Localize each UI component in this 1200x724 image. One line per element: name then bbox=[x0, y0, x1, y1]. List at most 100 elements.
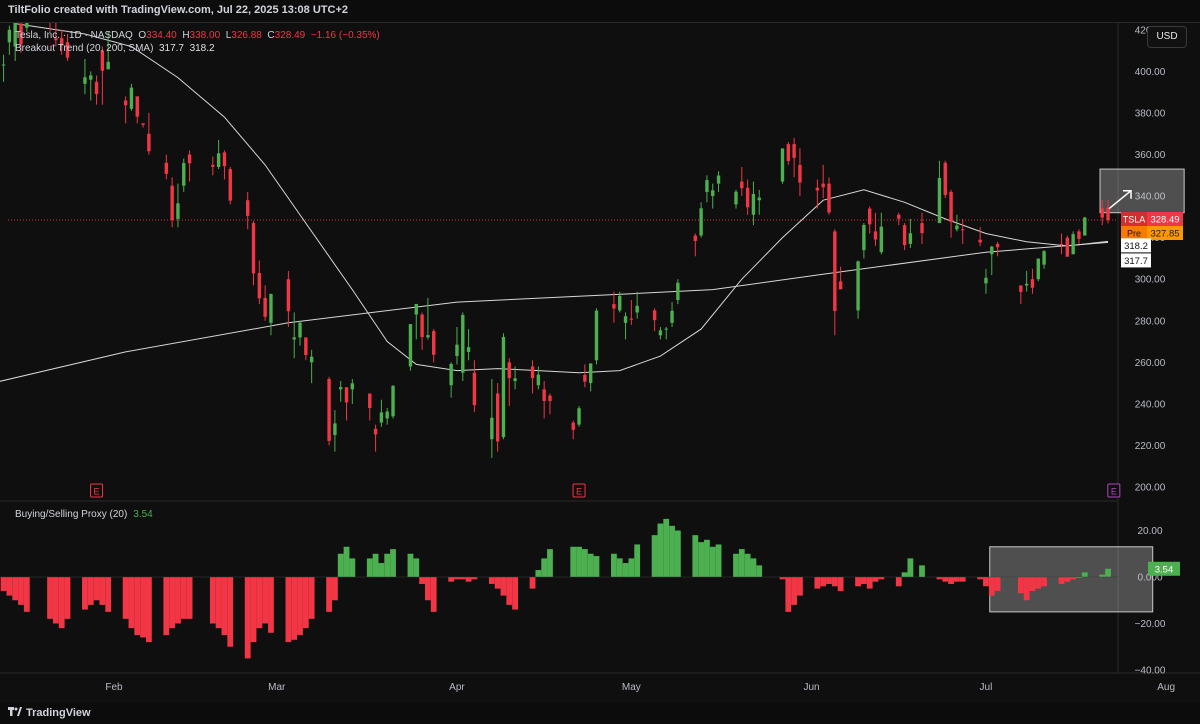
oscillator-bar bbox=[343, 546, 350, 577]
oscillator-bar bbox=[425, 577, 431, 601]
candle-body bbox=[734, 191, 738, 205]
candle-body bbox=[461, 314, 465, 373]
candle-body bbox=[618, 295, 622, 311]
chart-frame[interactable]: 200.00220.00240.00260.00280.00300.00320.… bbox=[0, 22, 1200, 703]
oscillator-bar bbox=[535, 570, 542, 577]
oscillator-bar bbox=[227, 577, 234, 647]
candle-body bbox=[507, 362, 511, 379]
candle-body bbox=[542, 389, 546, 401]
price-axis-tick-label: 380.00 bbox=[1135, 108, 1166, 119]
candle-body bbox=[623, 316, 628, 323]
oscillator-bar bbox=[983, 577, 989, 587]
oscillator-bar bbox=[500, 577, 507, 596]
candle-body bbox=[426, 335, 430, 338]
oscillator-bar bbox=[936, 577, 943, 580]
candle-body bbox=[164, 162, 169, 174]
oscillator-bar bbox=[18, 577, 24, 605]
oscillator-bar bbox=[186, 577, 193, 619]
oscillator-bar bbox=[169, 577, 176, 629]
candle-body bbox=[1036, 258, 1040, 280]
candle-body bbox=[420, 314, 424, 338]
oscillator-bar bbox=[488, 577, 495, 584]
earnings-marker-icon bbox=[572, 483, 586, 498]
oscillator-bar bbox=[268, 577, 274, 633]
candle-body bbox=[984, 277, 988, 284]
earnings-marker-icon bbox=[90, 483, 104, 498]
oscillator-bar bbox=[878, 577, 885, 580]
oscillator-value-badge-bg bbox=[1148, 561, 1180, 576]
oscillator-bar bbox=[663, 518, 670, 577]
candle-body bbox=[1071, 234, 1075, 255]
candle-body bbox=[780, 148, 785, 182]
oscillator-bar bbox=[1058, 577, 1065, 584]
oscillator-bar bbox=[256, 577, 263, 629]
candle-body bbox=[955, 225, 959, 230]
oscillator-bar bbox=[134, 577, 141, 636]
candle-body bbox=[1059, 243, 1064, 245]
legend-high: 338.00 bbox=[189, 30, 221, 41]
candle-body bbox=[333, 423, 337, 436]
price-axis-tick-label: 240.00 bbox=[1135, 399, 1166, 410]
oscillator-bar bbox=[1023, 577, 1030, 601]
candle-body bbox=[751, 194, 756, 215]
premarket-price-badge: Pre 327.85 bbox=[1121, 225, 1183, 240]
chart-legend: Tesla, Inc. · 1D · NASDAQ O334.40 H338.0… bbox=[15, 29, 380, 55]
oscillator-bar bbox=[1017, 577, 1024, 594]
candle-body bbox=[414, 303, 418, 315]
legend-indicator-value-2: 318.2 bbox=[189, 43, 215, 54]
tradingview-logo[interactable]: TradingView bbox=[8, 707, 91, 719]
candle-body bbox=[379, 412, 384, 423]
currency-button[interactable]: USD bbox=[1147, 26, 1187, 48]
candle-body bbox=[1065, 237, 1070, 257]
oscillator-bar bbox=[465, 577, 472, 582]
earnings-marker-label: E bbox=[1111, 487, 1117, 497]
candle-body bbox=[373, 428, 378, 435]
candle-body bbox=[472, 372, 477, 406]
tradingview-logo-icon bbox=[8, 707, 22, 716]
candle-body bbox=[1083, 217, 1087, 236]
candle-body bbox=[501, 336, 506, 438]
sma200-badge-value: 317.7 bbox=[1124, 256, 1148, 267]
oscillator-bar bbox=[715, 544, 722, 577]
candle-body bbox=[699, 208, 703, 236]
oscillator-axis-tick-label: 0.000 bbox=[1137, 573, 1162, 584]
legend-change: −1.16 (−0.35%) bbox=[310, 30, 380, 41]
candle-body bbox=[211, 164, 215, 167]
oscillator-bar bbox=[0, 577, 7, 591]
oscillator-value: 3.54 bbox=[133, 509, 153, 520]
oscillator-bar bbox=[454, 577, 460, 580]
candle-body bbox=[286, 279, 291, 312]
candle-body bbox=[949, 191, 953, 222]
oscillator-bar bbox=[855, 577, 861, 587]
candle-body bbox=[920, 223, 924, 234]
oscillator-bar bbox=[628, 558, 635, 577]
candle-body bbox=[670, 310, 674, 323]
candle-body bbox=[716, 175, 721, 184]
candle-body bbox=[1019, 285, 1023, 292]
candle-body bbox=[94, 81, 99, 95]
legend-low-label: L bbox=[225, 30, 232, 41]
candle-body bbox=[455, 344, 459, 357]
candle-body bbox=[466, 347, 471, 352]
candle-body bbox=[536, 374, 541, 386]
candle-body bbox=[827, 183, 831, 213]
oscillator-bar bbox=[372, 553, 379, 577]
candle-body bbox=[391, 385, 395, 417]
candle-body bbox=[862, 224, 866, 251]
candle-body bbox=[530, 366, 535, 379]
oscillator-bar bbox=[959, 577, 966, 582]
oscillator-bar bbox=[163, 577, 170, 636]
oscillator-bar bbox=[988, 577, 995, 596]
oscillator-bar bbox=[262, 577, 269, 624]
candle-body bbox=[182, 163, 186, 186]
oscillator-bar bbox=[674, 530, 681, 577]
candle-body bbox=[652, 310, 657, 321]
chart-svg[interactable]: 200.00220.00240.00260.00280.00300.00320.… bbox=[0, 23, 1200, 703]
breakout-arrowhead-icon bbox=[1123, 189, 1132, 199]
oscillator-bar bbox=[128, 577, 135, 629]
oscillator-bar bbox=[413, 558, 420, 577]
oscillator-bar bbox=[698, 542, 705, 577]
candle-body bbox=[629, 318, 634, 320]
candle-body bbox=[147, 133, 151, 152]
candle-body bbox=[664, 328, 668, 330]
